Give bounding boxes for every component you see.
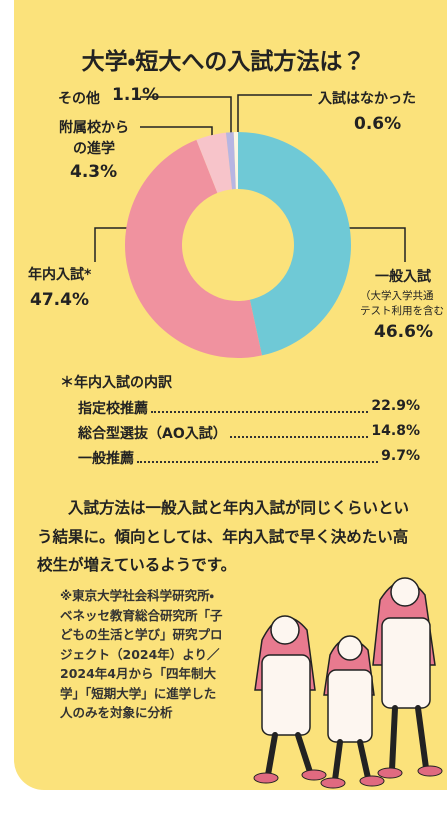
donut-segment bbox=[238, 132, 352, 356]
leader-line bbox=[237, 94, 312, 135]
breakdown-row: 指定校推薦 22.9% bbox=[78, 398, 420, 418]
leg bbox=[265, 732, 278, 778]
coat bbox=[381, 617, 431, 709]
category-label: 附属校からの進学 bbox=[59, 120, 129, 157]
breakdown-label: 一般推薦 bbox=[78, 451, 134, 467]
breakdown-value: 14.8% bbox=[371, 423, 420, 439]
category-label: 年内入試* bbox=[28, 267, 92, 283]
dots bbox=[137, 448, 379, 463]
breakdown-row: 総合型選抜（AO入試） 14.8% bbox=[78, 423, 420, 443]
coat bbox=[261, 654, 311, 736]
annotation: テスト利用を含む bbox=[360, 305, 444, 317]
donut-segment bbox=[225, 132, 236, 190]
breakdown-value: 22.9% bbox=[371, 398, 420, 414]
dots bbox=[229, 423, 369, 438]
leg bbox=[389, 705, 398, 773]
source-note: ※東京大学社会科学研究所・ベネッセ教育総合研究所「子どもの生活と学び」研究プロジ… bbox=[60, 588, 223, 720]
value-label: 0.6% bbox=[354, 114, 402, 134]
chart-title: 大学・短大への入試方法は？ bbox=[81, 49, 366, 75]
leg bbox=[357, 739, 371, 781]
value-label: 1.1% bbox=[112, 85, 160, 105]
breakdown-label: 総合型選抜（AO入試） bbox=[78, 426, 227, 442]
coat bbox=[327, 669, 373, 743]
shoe bbox=[253, 772, 279, 784]
leg bbox=[415, 705, 429, 771]
face bbox=[337, 635, 363, 661]
category-label: 入試はなかった bbox=[318, 91, 416, 107]
shoe bbox=[359, 775, 385, 787]
body-text: 入試方法は一般入試と年内入試が同じくらいという結果に。傾向としては、年内入試で早… bbox=[37, 499, 410, 574]
leader-line bbox=[94, 227, 128, 262]
breakdown-value: 9.7% bbox=[381, 448, 420, 464]
donut-segment bbox=[233, 132, 238, 190]
donut-segment bbox=[196, 132, 233, 193]
shoe bbox=[417, 765, 443, 777]
face bbox=[390, 577, 420, 607]
value-label: 47.4% bbox=[30, 290, 89, 310]
illustration bbox=[253, 577, 443, 789]
shoe bbox=[301, 769, 327, 781]
dots bbox=[151, 398, 369, 413]
breakdown-title: ＊年内入試の内訳 bbox=[60, 375, 172, 391]
value-label: 4.3% bbox=[70, 162, 118, 182]
breakdown-label: 指定校推薦 bbox=[78, 401, 148, 417]
leg bbox=[332, 739, 343, 783]
shoe bbox=[377, 767, 403, 779]
leader-line bbox=[140, 96, 232, 135]
donut-segment bbox=[124, 139, 262, 359]
annotation: （大学入学共通 bbox=[360, 290, 434, 302]
shoe bbox=[320, 777, 346, 789]
leader-line bbox=[348, 227, 406, 262]
category-label: その他 bbox=[58, 91, 100, 107]
value-label: 46.6% bbox=[374, 322, 433, 342]
category-label: 一般入試 bbox=[375, 269, 431, 285]
breakdown-row: 一般推薦 9.7% bbox=[78, 448, 420, 468]
face bbox=[270, 615, 300, 645]
leg bbox=[295, 732, 313, 775]
